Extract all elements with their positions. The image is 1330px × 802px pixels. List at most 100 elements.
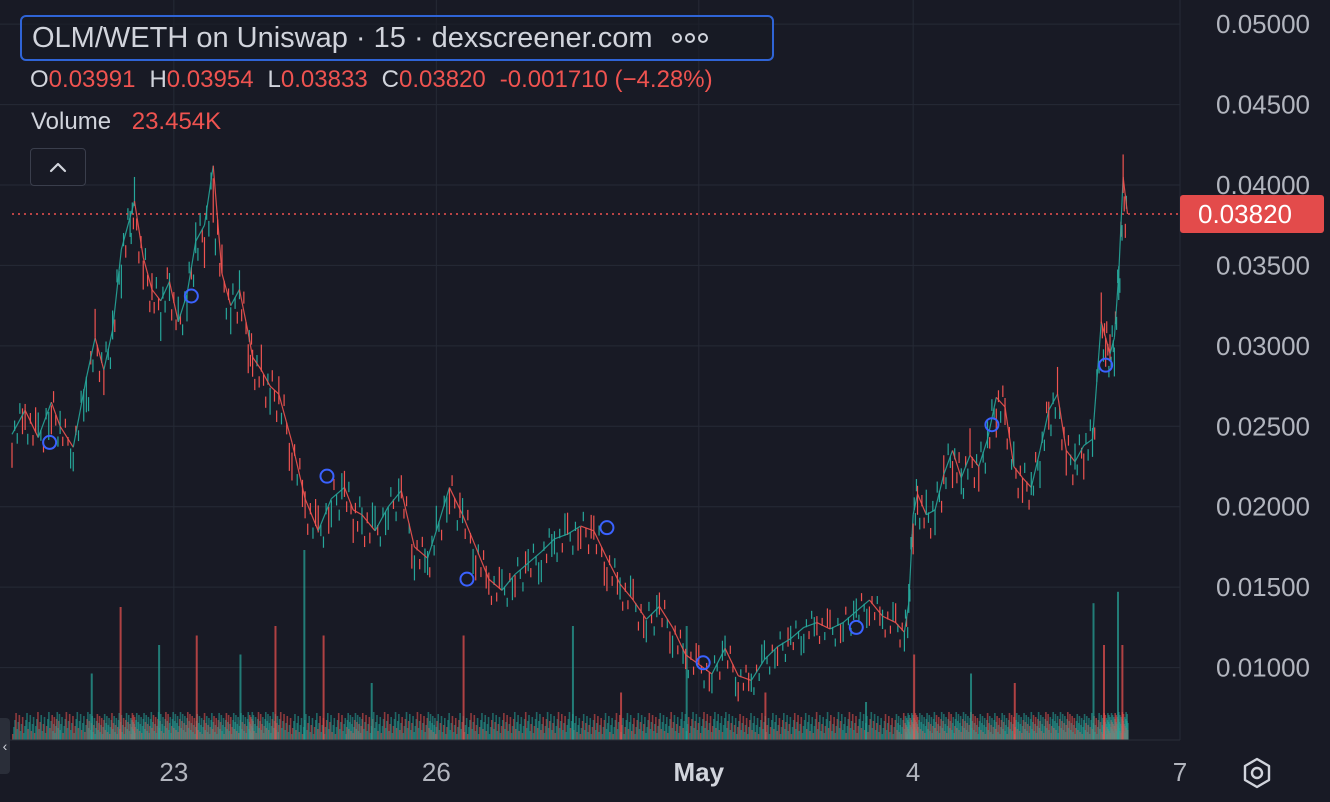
volume-bar-small xyxy=(106,716,108,740)
volume-bar-small xyxy=(602,727,605,740)
volume-bar-small xyxy=(590,734,593,740)
volume-bar-small xyxy=(147,717,150,740)
volume-bar-small xyxy=(160,714,162,740)
volume-bar-small xyxy=(26,713,28,740)
price-segment xyxy=(160,281,171,302)
trade-marker xyxy=(183,288,199,304)
volume-bar-small xyxy=(283,714,285,740)
volume-bar-small xyxy=(509,717,512,740)
volume-bar-small xyxy=(354,713,357,740)
volume-bar-small xyxy=(753,716,756,740)
volume-bar-small xyxy=(393,719,396,740)
volume-bar-small xyxy=(964,714,967,740)
volume-bar-small xyxy=(307,723,309,740)
volume-bar-small xyxy=(329,722,331,740)
volume-bar-small xyxy=(622,718,624,740)
price-segment xyxy=(540,538,555,553)
volume-bar-small xyxy=(746,734,749,740)
more-horizontal-icon[interactable] xyxy=(672,33,709,43)
volume-bar-small xyxy=(437,714,440,740)
volume-bar-small xyxy=(957,714,960,740)
volume-bar-small xyxy=(486,724,489,740)
ohlc-legend: O 0.03991 H 0.03954 L 0.03833 C 0.03820 … xyxy=(30,66,713,94)
volume-bar-small xyxy=(688,733,691,740)
price-segment xyxy=(1091,321,1102,440)
volume-bar-small xyxy=(836,719,839,740)
price-series xyxy=(11,154,1129,702)
trade-marker xyxy=(1098,357,1114,373)
volume-bar-small xyxy=(732,732,735,740)
volume-bar xyxy=(764,692,767,740)
volume-bar-small xyxy=(295,730,297,740)
volume-bar-small xyxy=(244,717,247,740)
volume-bar-small xyxy=(786,715,788,740)
volume-bar-small xyxy=(184,716,186,740)
volume-bar-small xyxy=(503,713,505,740)
volume-bar-small xyxy=(333,718,336,740)
volume-bar-small xyxy=(309,732,312,740)
volume-bar-small xyxy=(835,726,838,740)
volume-bar-small xyxy=(372,712,375,740)
volume-bar-small xyxy=(506,715,508,740)
volume-bar-small xyxy=(314,720,317,740)
volume-bar-small xyxy=(555,726,558,740)
volume-bar-small xyxy=(859,712,862,740)
volume-bar-small xyxy=(694,721,697,740)
scroll-left-handle[interactable]: ‹ xyxy=(0,718,10,774)
volume-bar-small xyxy=(340,722,342,740)
price-segment xyxy=(882,615,896,624)
volume-bar-small xyxy=(754,732,757,740)
volume-bar-small xyxy=(402,733,405,740)
volume-bar-small xyxy=(962,712,965,740)
volume-bar-small xyxy=(135,713,138,740)
x-tick-label: May xyxy=(674,757,725,787)
volume-bar-small xyxy=(12,734,14,740)
volume-bar-small xyxy=(37,712,39,740)
volume-bar-small xyxy=(505,722,507,740)
volume-bar-small xyxy=(952,717,955,740)
volume-bar-small xyxy=(416,712,419,740)
volume-bar-small xyxy=(950,714,952,740)
volume-bar-small xyxy=(756,718,759,740)
volume-bar-small xyxy=(281,728,283,740)
volume-bar-small xyxy=(74,726,76,740)
volume-bar-small xyxy=(691,719,693,740)
trade-marker xyxy=(459,571,475,587)
price-segment xyxy=(1065,450,1076,463)
volume-bar-small xyxy=(167,714,169,740)
volume-bar-small xyxy=(860,728,863,740)
volume-bar-small xyxy=(461,722,464,740)
price-segment xyxy=(960,455,971,478)
volume-bar-small xyxy=(672,722,675,740)
volume-bar-small xyxy=(558,728,561,740)
volume-bar-small xyxy=(819,715,821,740)
volume-bar-small xyxy=(127,715,130,740)
price-segment xyxy=(750,659,765,681)
volume-bar-small xyxy=(610,725,612,740)
volume-bar-small xyxy=(30,731,33,740)
volume-bar-small xyxy=(162,717,164,740)
volume-bar-small xyxy=(472,722,475,740)
settings-icon xyxy=(1243,757,1271,789)
volume-bar-small xyxy=(368,717,371,740)
volume-bar-small xyxy=(60,724,62,740)
price-segment xyxy=(995,396,1006,408)
volume-bar-small xyxy=(830,715,832,740)
volume-bar-small xyxy=(198,716,201,740)
volume-bar-small xyxy=(138,715,140,740)
volume-bar-small xyxy=(1010,715,1013,740)
collapse-legend-button[interactable] xyxy=(30,148,86,186)
chart-title-box[interactable]: OLM/WETH on Uniswap · 15 · dexscreener.c… xyxy=(20,15,774,61)
volume-bar-small xyxy=(410,730,412,740)
volume-bar-small xyxy=(867,732,869,740)
chart-settings-button[interactable] xyxy=(1240,756,1274,790)
chevron-left-icon: ‹ xyxy=(2,738,8,754)
volume-bar xyxy=(462,635,465,740)
volume-bar-small xyxy=(697,723,700,740)
trade-marker xyxy=(42,434,58,450)
price-segment xyxy=(120,217,131,250)
price-segment xyxy=(203,165,214,226)
volume-bar-small xyxy=(39,722,41,740)
volume-bar-small xyxy=(51,715,53,740)
